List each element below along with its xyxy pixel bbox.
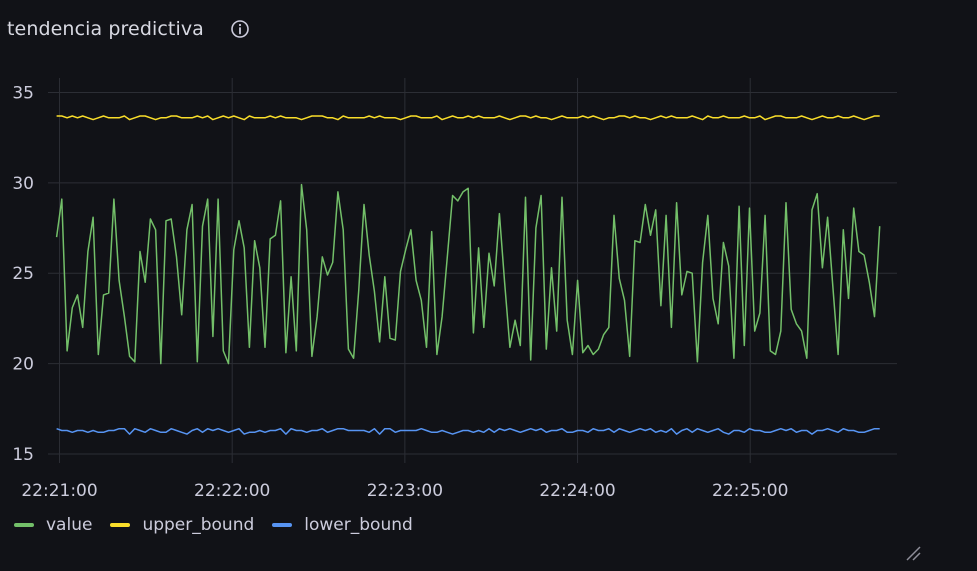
legend-label: value: [46, 515, 93, 535]
y-tick-label: 35: [12, 83, 34, 103]
legend-item-upper-bound[interactable]: upper_bound: [110, 515, 254, 535]
legend-swatch: [14, 523, 34, 527]
x-tick-label: 22:23:00: [367, 481, 443, 501]
series-line-value[interactable]: [55, 183, 881, 365]
series-line-lower-bound[interactable]: [56, 427, 880, 435]
legend: value upper_bound lower_bound: [14, 515, 413, 535]
panel-title: tendencia predictiva: [7, 18, 204, 40]
x-tick-label: 22:24:00: [539, 481, 615, 501]
legend-item-lower-bound[interactable]: lower_bound: [272, 515, 413, 535]
legend-item-value[interactable]: value: [14, 515, 92, 535]
resize-handle-icon[interactable]: [905, 545, 921, 561]
y-tick-label: 25: [12, 264, 34, 284]
legend-label: lower_bound: [304, 515, 413, 535]
y-tick-label: 20: [12, 355, 34, 375]
x-tick-label: 22:25:00: [712, 481, 788, 501]
panel-header: tendencia predictiva: [7, 14, 250, 44]
legend-swatch: [110, 523, 131, 527]
legend-swatch: [272, 523, 293, 527]
y-tick-label: 15: [12, 445, 34, 465]
info-icon[interactable]: [230, 19, 250, 39]
series-line-upper-bound[interactable]: [56, 115, 880, 121]
x-tick-label: 22:21:00: [21, 481, 97, 501]
legend-label: upper_bound: [142, 515, 255, 535]
y-tick-label: 30: [12, 174, 34, 194]
x-tick-label: 22:22:00: [194, 481, 270, 501]
